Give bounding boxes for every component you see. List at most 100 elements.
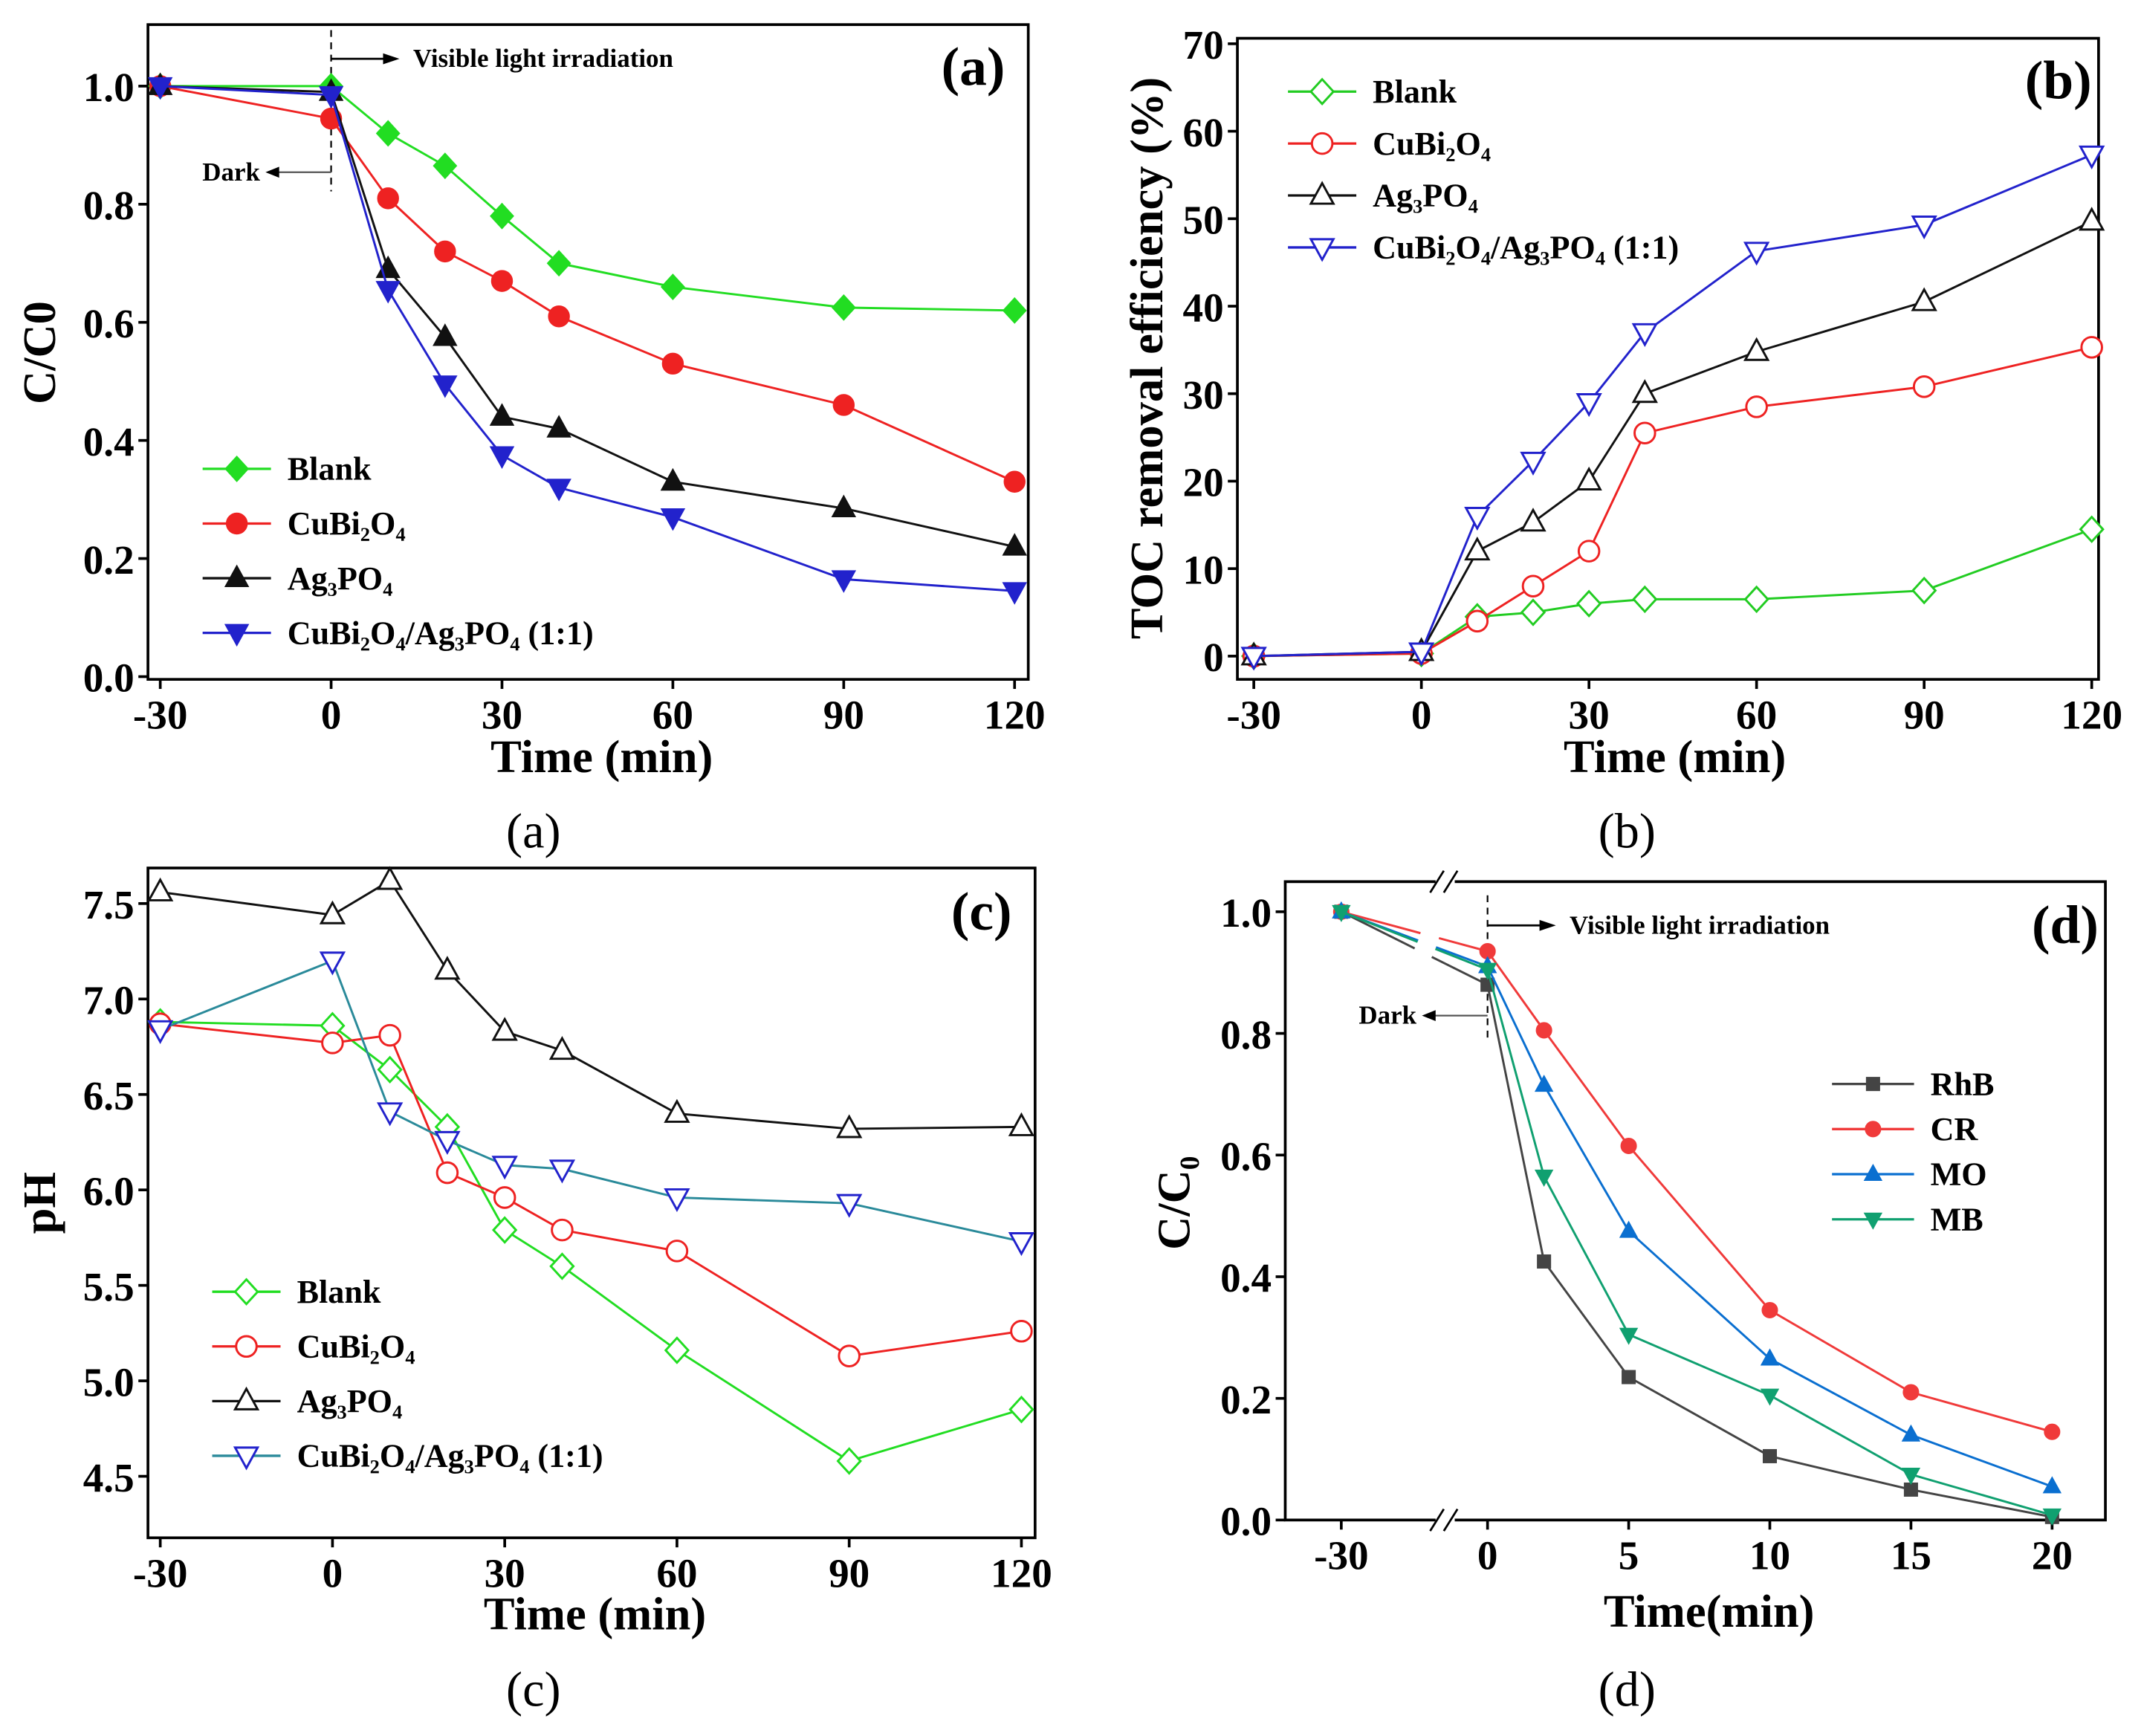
data-point [1743, 585, 1769, 614]
arrowhead-icon [1539, 919, 1556, 931]
y-tick-label: 0.6 [83, 301, 135, 346]
legend-marker-icon [233, 1446, 260, 1471]
panel-label: (c) [951, 881, 1012, 942]
data-point [1911, 216, 1937, 240]
data-point [1743, 242, 1770, 266]
data-point [434, 1130, 461, 1155]
panel-caption: (c) [506, 1663, 560, 1717]
data-point [489, 403, 515, 426]
x-tick-label: 120 [2061, 692, 2122, 737]
x-tick-label: 15 [1891, 1533, 1931, 1578]
y-axis-label: C/C0 [13, 301, 65, 404]
data-point [493, 1186, 516, 1209]
legend-marker-icon [1865, 1121, 1882, 1138]
data-point [1535, 1022, 1552, 1039]
series-line-segment [1341, 910, 1489, 986]
legend-label: Ag₃PO₄ [297, 1383, 403, 1419]
legend-marker-icon [1865, 1077, 1880, 1092]
legend-entry: Ag₃PO₄ [202, 560, 392, 597]
data-point [1745, 395, 1768, 418]
panel-label: (a) [942, 36, 1005, 97]
data-point [433, 375, 458, 398]
series-cubi-o-ag-po-1-1- [147, 77, 1027, 605]
legend-label: MO [1931, 1156, 1987, 1193]
legend-marker-icon [1863, 1163, 1883, 1182]
x-tick-label: 0 [323, 1551, 343, 1596]
data-point [1464, 537, 1491, 561]
series-line [160, 878, 1022, 1130]
data-point [1902, 1384, 1920, 1401]
y-axis-label: C/C₀ [1148, 1156, 1200, 1249]
legend-marker-icon [224, 455, 250, 482]
data-point [664, 1336, 690, 1364]
legend-label: MB [1931, 1201, 1983, 1237]
y-axis-label: TOC removal efficiency (%) [1121, 77, 1173, 639]
annotation-dark: Dark [202, 158, 260, 187]
data-point [546, 479, 571, 502]
data-point [147, 77, 173, 100]
data-point [1240, 647, 1267, 671]
y-tick-label: 0.2 [1220, 1377, 1272, 1422]
series-line [160, 85, 1015, 483]
x-tick-label: 30 [1569, 692, 1610, 737]
legend-marker-icon [1309, 181, 1335, 205]
legend-marker-icon [224, 564, 250, 588]
data-point [491, 1216, 518, 1244]
data-point [1520, 508, 1547, 532]
y-tick-label: 20 [1182, 460, 1223, 505]
data-point [321, 1031, 344, 1055]
y-tick-label: 0.8 [1220, 1012, 1272, 1058]
data-point [1743, 337, 1770, 361]
x-tick-label: -30 [133, 1551, 188, 1596]
legend-entry: Ag₃PO₄ [1288, 178, 1478, 214]
data-point [1466, 609, 1489, 633]
legend-label: Blank [1373, 74, 1457, 110]
x-tick-label: 60 [1736, 692, 1777, 737]
data-point [831, 570, 857, 593]
data-point [1577, 540, 1601, 563]
y-tick-label: 0.0 [83, 655, 135, 701]
x-tick-label: 90 [823, 692, 864, 737]
series-line [1254, 220, 2093, 658]
data-point [433, 152, 458, 180]
x-tick-label: -30 [1226, 692, 1281, 737]
data-point [434, 240, 456, 263]
x-axis-label: Time (min) [484, 1588, 706, 1640]
data-point [1520, 451, 1547, 476]
data-point [489, 446, 515, 469]
chart-panel-c: -30 0 30 60 90 120 4.5 5.0 5.5 6.0 6.5 7.0 7.5 Time (… [13, 866, 1052, 1717]
y-tick-label: 0 [1203, 635, 1224, 680]
arrowhead-icon [383, 53, 400, 65]
data-point [548, 1036, 576, 1060]
legend-label: CuBi₂O₄ [297, 1328, 415, 1364]
data-point [551, 1218, 574, 1242]
series-line-segment [1341, 910, 1489, 971]
series-cubi-o- [1242, 336, 2103, 668]
legend-entry: CuBi₂O₄/Ag₃PO₄ (1:1) [1288, 230, 1679, 266]
series-ag-po- [147, 72, 1027, 556]
x-axis-label: Time(min) [1604, 1585, 1815, 1637]
data-point [433, 323, 458, 346]
data-point [1008, 1395, 1034, 1424]
data-point [1003, 470, 1026, 493]
data-point [660, 467, 686, 491]
series-line [160, 85, 1015, 312]
data-point [664, 1188, 690, 1213]
data-point [1332, 904, 1351, 922]
legend-label: CuBi₂O₄ [1373, 126, 1491, 162]
series-cubi-o- [149, 75, 1026, 493]
data-point [838, 1344, 861, 1367]
legend-marker-icon [225, 512, 248, 535]
data-point [836, 1194, 863, 1218]
data-point [490, 202, 514, 230]
data-point [836, 1114, 863, 1139]
legend-entry: CuBi₂O₄ [212, 1328, 415, 1364]
y-tick-label: 6.5 [83, 1073, 135, 1118]
data-point [832, 394, 855, 416]
data-point [318, 85, 344, 109]
series-line [1254, 346, 2093, 658]
annotation-visible-light: Visible light irradiation [1570, 910, 1830, 939]
data-point [1002, 297, 1027, 324]
data-point [375, 281, 401, 304]
legend-marker-icon [224, 624, 250, 647]
